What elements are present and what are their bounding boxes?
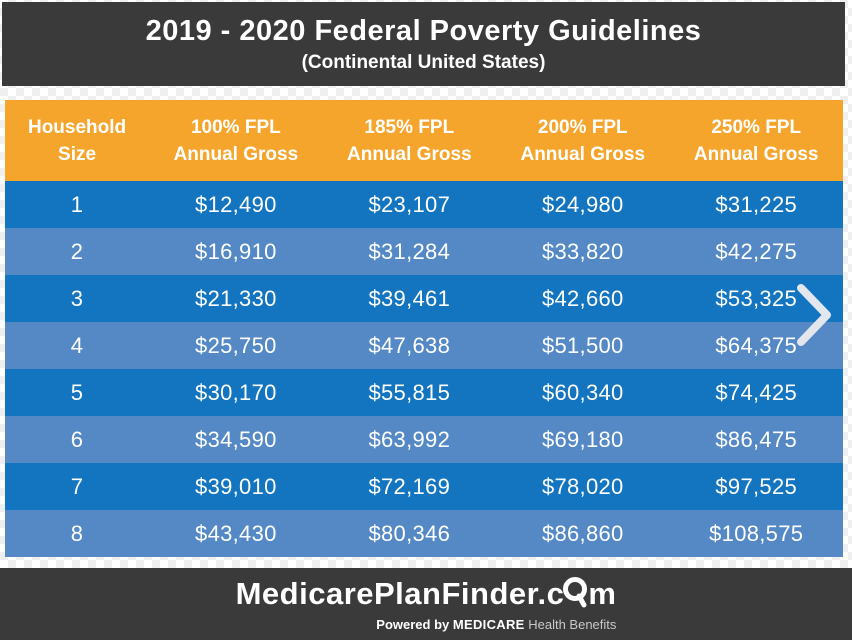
cell-household-size: 3: [70, 285, 84, 311]
chevron-right-icon[interactable]: [793, 280, 835, 350]
cell-250-fpl: $53,325: [715, 285, 798, 311]
title-band: 2019 - 2020 Federal Poverty Guidelines (…: [2, 2, 845, 86]
table-header-row: Household Size 100% FPL Annual Gross 185…: [5, 100, 843, 181]
cell-185-fpl: $72,169: [368, 473, 451, 499]
page-title: 2019 - 2020 Federal Poverty Guidelines: [145, 14, 702, 47]
medicare-brand-text: MEDICARE: [452, 617, 525, 632]
cell-250-fpl: $86,475: [715, 426, 798, 452]
table-row: 1 $12,490 $23,107 $24,980 $31,225: [5, 181, 843, 228]
column-header-household-size: Household Size: [27, 116, 127, 165]
cell-household-size: 2: [70, 238, 84, 264]
table-row: 6 $34,590 $63,992 $69,180 $86,475: [5, 416, 843, 463]
cell-250-fpl: $64,375: [715, 332, 798, 358]
cell-185-fpl: $55,815: [368, 379, 451, 405]
cell-185-fpl: $23,107: [368, 191, 451, 217]
magnifier-o-icon: [563, 577, 589, 616]
column-header-100-fpl: 100% FPL Annual Gross: [173, 116, 299, 165]
cell-200-fpl: $69,180: [541, 426, 624, 452]
cell-100-fpl: $16,910: [195, 238, 277, 264]
footer-tagline: Powered by MEDICARE Health Benefits: [236, 617, 617, 633]
cell-250-fpl: $42,275: [715, 238, 798, 264]
column-header-185-fpl: 185% FPL Annual Gross: [347, 116, 472, 165]
powered-by-text: Powered by: [376, 617, 453, 632]
cell-100-fpl: $39,010: [195, 473, 277, 499]
column-header-200-fpl: 200% FPL Annual Gross: [520, 116, 646, 165]
cell-200-fpl: $60,340: [541, 379, 624, 405]
table-row: 5 $30,170 $55,815 $60,340 $74,425: [5, 369, 843, 416]
cell-household-size: 6: [70, 426, 84, 452]
cell-200-fpl: $33,820: [541, 238, 624, 264]
table-row: 2 $16,910 $31,284 $33,820 $42,275: [5, 228, 843, 275]
cell-household-size: 8: [70, 520, 84, 546]
cell-185-fpl: $80,346: [368, 520, 451, 546]
cell-200-fpl: $24,980: [541, 191, 624, 217]
fpl-table: Household Size 100% FPL Annual Gross 185…: [5, 100, 843, 557]
cell-185-fpl: $31,284: [368, 238, 451, 264]
cell-100-fpl: $25,750: [195, 332, 277, 358]
cell-185-fpl: $39,461: [368, 285, 451, 311]
cell-250-fpl: $74,425: [715, 379, 798, 405]
cell-250-fpl: $97,525: [715, 473, 798, 499]
cell-100-fpl: $43,430: [195, 520, 277, 546]
medicareplanfinder-logo: MedicarePlanFinder.c m: [236, 577, 617, 616]
table-row: 3 $21,330 $39,461 $42,660 $53,325: [5, 275, 843, 322]
cell-200-fpl: $42,660: [541, 285, 624, 311]
cell-200-fpl: $78,020: [541, 473, 624, 499]
cell-household-size: 1: [70, 191, 84, 217]
cell-household-size: 4: [70, 332, 84, 358]
cell-100-fpl: $21,330: [195, 285, 277, 311]
page-subtitle: (Continental United States): [301, 51, 546, 73]
cell-185-fpl: $63,992: [368, 426, 451, 452]
cell-185-fpl: $47,638: [368, 332, 451, 358]
health-benefits-text: Health Benefits: [524, 617, 617, 632]
cell-200-fpl: $86,860: [541, 520, 624, 546]
footer: MedicarePlanFinder.c m Powered by MEDICA…: [0, 568, 852, 640]
cell-household-size: 5: [70, 379, 84, 405]
cell-250-fpl: $108,575: [709, 520, 804, 546]
column-header-250-fpl: 250% FPL Annual Gross: [693, 116, 819, 165]
cell-household-size: 7: [70, 473, 84, 499]
footer-logo-block: MedicarePlanFinder.c m Powered by MEDICA…: [236, 577, 617, 633]
cell-100-fpl: $30,170: [195, 379, 277, 405]
table-row: 8 $43,430 $80,346 $86,860 $108,575: [5, 510, 843, 557]
table-row: 7 $39,010 $72,169 $78,020 $97,525: [5, 463, 843, 510]
cell-200-fpl: $51,500: [541, 332, 624, 358]
table-row: 4 $25,750 $47,638 $51,500 $64,375: [5, 322, 843, 369]
cell-100-fpl: $12,490: [195, 191, 277, 217]
cell-250-fpl: $31,225: [715, 191, 798, 217]
cell-100-fpl: $34,590: [195, 426, 277, 452]
